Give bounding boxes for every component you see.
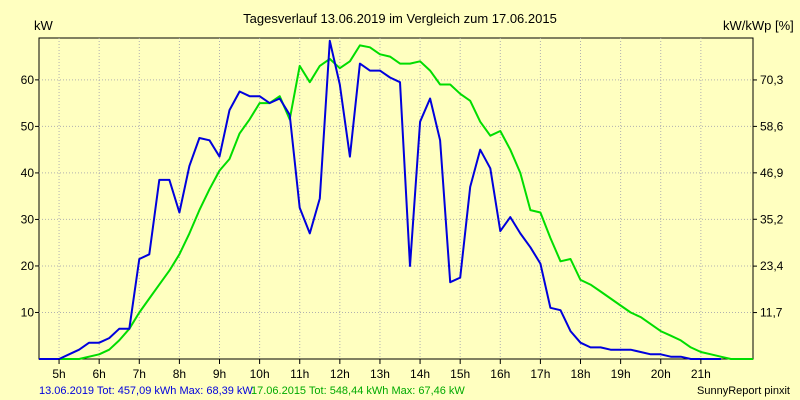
- x-tick-label: 15h: [450, 367, 470, 381]
- y-left-tick-label: 20: [21, 259, 35, 273]
- y-left-tick-label: 10: [21, 305, 35, 319]
- x-tick-label: 14h: [410, 367, 430, 381]
- x-tick-label: 7h: [133, 367, 146, 381]
- x-axis: 5h 6h 7h 8h 9h 10h 11h 12h 13h 14h 15h 16h 17h 18h 19h…: [52, 359, 711, 381]
- y-left-tick-label: 40: [21, 166, 35, 180]
- x-tick-label: 10h: [250, 367, 270, 381]
- grid: [39, 38, 753, 359]
- x-tick-label: 6h: [92, 367, 105, 381]
- x-tick-label: 18h: [571, 367, 591, 381]
- series-group: [39, 39, 753, 360]
- x-tick-label: 17h: [530, 367, 550, 381]
- y-right-tick-label: 58,6: [760, 119, 784, 133]
- y-axis-right-label: kW/kWp [%]: [723, 18, 794, 33]
- credit-label: SunnyReport pinxit: [697, 385, 790, 397]
- x-tick-label: 20h: [651, 367, 671, 381]
- y-axis-left: 10 20 30 40 50 60: [21, 73, 39, 319]
- x-tick-label: 11h: [290, 367, 309, 381]
- y-axis-left-label: kW: [34, 18, 54, 33]
- plot-area: [38, 37, 754, 360]
- series1-summary: 13.06.2019 Tot: 457,09 kWh Max: 68,39 kW: [39, 385, 253, 397]
- y-right-tick-label: 46,9: [760, 166, 784, 180]
- y-left-tick-label: 60: [21, 73, 35, 87]
- y-left-tick-label: 30: [21, 212, 35, 226]
- y-right-tick-label: 23,4: [760, 259, 784, 273]
- chart-title: Tagesverlauf 13.06.2019 im Vergleich zum…: [243, 11, 557, 26]
- x-tick-label: 19h: [611, 367, 631, 381]
- x-tick-label: 9h: [213, 367, 226, 381]
- series-line-1: [39, 39, 721, 360]
- y-right-tick-label: 11,7: [760, 306, 783, 320]
- x-tick-label: 8h: [173, 367, 186, 381]
- y-left-tick-label: 50: [21, 119, 35, 133]
- x-tick-label: 16h: [490, 367, 510, 381]
- x-tick-label: 13h: [370, 367, 390, 381]
- x-tick-label: 21h: [691, 367, 711, 381]
- x-tick-label: 5h: [52, 367, 65, 381]
- x-tick-label: 12h: [330, 367, 350, 381]
- series2-summary: 17.06.2015 Tot: 548,44 kWh Max: 67,46 kW: [251, 385, 465, 397]
- y-axis-right: 11,7 23,4 35,2 46,9 58,6 70,3: [753, 73, 784, 320]
- y-right-tick-label: 70,3: [760, 73, 784, 87]
- y-right-tick-label: 35,2: [760, 212, 784, 226]
- series-line-2: [39, 44, 753, 360]
